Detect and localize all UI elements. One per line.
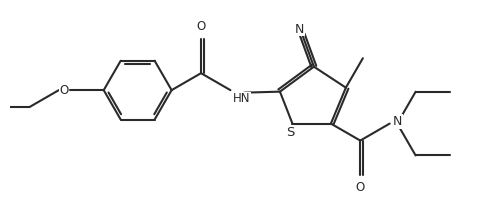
Text: O: O xyxy=(59,84,68,97)
Text: O: O xyxy=(355,181,365,194)
Text: N: N xyxy=(295,23,304,36)
Text: O: O xyxy=(197,20,205,33)
Text: N: N xyxy=(393,115,402,128)
Text: HN: HN xyxy=(233,92,250,105)
Text: S: S xyxy=(286,126,295,139)
